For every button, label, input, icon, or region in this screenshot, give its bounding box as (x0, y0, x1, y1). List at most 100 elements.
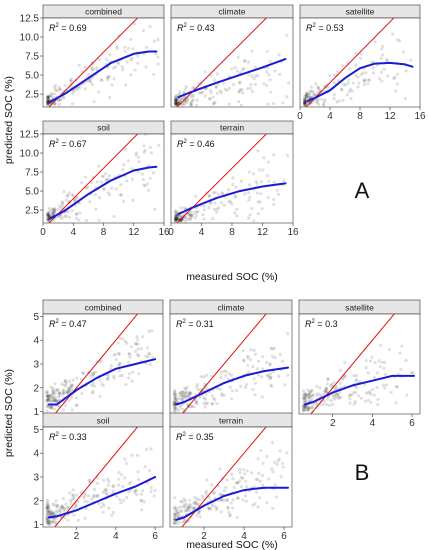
scatter-point (363, 78, 367, 82)
scatter-point (172, 518, 176, 523)
scatter-point (142, 500, 146, 504)
scatter-point (203, 94, 207, 98)
scatter-point (239, 475, 244, 479)
scatter-point (348, 87, 352, 91)
scatter-point (174, 98, 178, 102)
scatter-point (225, 478, 229, 482)
scatter-point (47, 211, 51, 215)
scatter-point (90, 83, 94, 87)
scatter-point (45, 398, 49, 403)
scatter-point (50, 405, 54, 409)
scatter-point (92, 371, 96, 376)
scatter-point (261, 473, 265, 478)
scatter-point (46, 97, 50, 102)
scatter-point (369, 60, 374, 64)
r-squared-value: = 0.46 (187, 139, 215, 149)
scatter-point (69, 498, 73, 502)
scatter-point (246, 86, 250, 91)
scatter-point (236, 55, 240, 59)
r-squared-label: R2 = 0.33 (49, 432, 87, 442)
scatter-point (86, 494, 91, 498)
scatter-point (175, 214, 179, 218)
scatter-point (326, 377, 330, 381)
scatter-point (303, 101, 307, 105)
scatter-point (239, 103, 243, 107)
scatter-point (266, 374, 270, 378)
x-tick-label: 8 (229, 227, 235, 238)
scatter-point (50, 211, 55, 215)
scatter-point (214, 85, 218, 89)
scatter-point (189, 101, 193, 105)
scatter-point (186, 402, 190, 406)
scatter-point (62, 391, 66, 395)
scatter-point (189, 504, 193, 508)
scatter-point (268, 375, 272, 379)
scatter-point (337, 396, 341, 400)
scatter-point (189, 392, 193, 396)
scatter-point (253, 381, 258, 385)
scatter-point (153, 207, 157, 211)
scatter-point (58, 204, 62, 208)
scatter-point (106, 191, 110, 195)
scatter-point (254, 490, 259, 494)
scatter-point (212, 207, 216, 211)
r-squared-symbol: R (306, 23, 313, 33)
scatter-point (117, 369, 121, 373)
scatter-point (398, 351, 402, 355)
scatter-point (152, 494, 156, 498)
scatter-point (193, 500, 197, 504)
scatter-point (241, 68, 245, 72)
scatter-point (279, 475, 283, 479)
scatter-point (306, 405, 311, 409)
scatter-points (172, 332, 290, 414)
fit-line (49, 165, 158, 220)
scatter-point (56, 388, 61, 392)
scatter-point (46, 502, 50, 506)
scatter-point (252, 348, 256, 353)
r-squared-sup: 2 (56, 23, 60, 29)
scatter-point (302, 396, 306, 400)
scatter-point (133, 342, 137, 346)
scatter-point (186, 394, 191, 398)
scatter-point (326, 377, 330, 381)
scatter-point (227, 86, 231, 90)
scatter-point (208, 202, 212, 206)
scatter-point (321, 403, 325, 407)
scatter-point (134, 488, 138, 492)
scatter-point (100, 175, 104, 179)
scatter-point (173, 521, 177, 525)
scatter-point (172, 403, 176, 407)
scatter-point (252, 485, 256, 489)
scatter-point (95, 180, 99, 184)
scatter-point (141, 29, 145, 33)
scatter-point (130, 453, 134, 457)
scatter-point (268, 362, 272, 366)
scatter-point (253, 352, 257, 356)
scatter-point (381, 383, 385, 387)
scatter-point (323, 98, 327, 102)
scatter-point (190, 404, 194, 409)
scatter-point (332, 81, 336, 85)
scatter-point (269, 375, 273, 379)
scatter-point (61, 505, 65, 509)
scatter-point (83, 66, 87, 70)
r-squared-value: = 0.3 (315, 319, 338, 329)
scatter-point (47, 519, 52, 523)
scatter-point (249, 82, 253, 87)
scatter-point (172, 390, 177, 394)
scatter-point (256, 200, 260, 204)
scatter-point (124, 461, 128, 466)
scatter-point (304, 94, 308, 98)
scatter-point (375, 371, 379, 375)
scatter-point (370, 355, 374, 359)
scatter-point (56, 207, 60, 211)
scatter-point (49, 511, 53, 515)
scatter-point (68, 491, 72, 495)
scatter-point (252, 377, 256, 381)
scatter-point (232, 485, 236, 489)
scatter-point (192, 86, 196, 90)
scatter-point (175, 212, 179, 216)
scatter-point (67, 386, 71, 390)
scatter-point (311, 394, 315, 398)
scatter-point (61, 496, 65, 501)
